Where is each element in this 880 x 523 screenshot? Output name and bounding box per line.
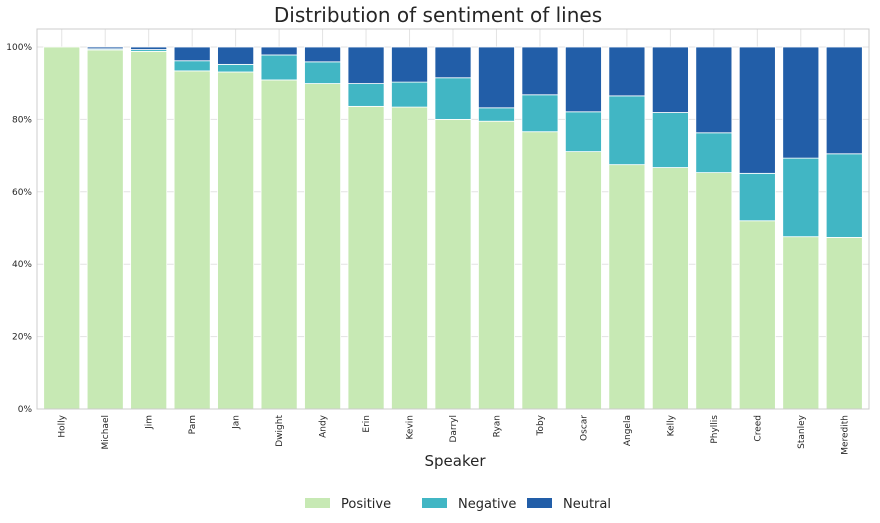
bar-positive-stanley <box>782 236 820 410</box>
legend-swatch-negative <box>422 498 447 508</box>
plot-frame <box>36 28 870 410</box>
bar-positive-andy <box>304 83 342 410</box>
x-tick-label: Jim <box>145 415 155 430</box>
bar-positive-michael <box>86 49 124 410</box>
bar-negative-creed <box>738 172 776 222</box>
x-tick-label: Creed <box>753 415 763 442</box>
x-tick-label: Jan <box>232 415 242 430</box>
y-tick-label: 60% <box>12 188 32 198</box>
y-axis-ticks: 0% 20% 40% 60% 80% 100% <box>6 43 32 415</box>
bar-negative-toby <box>521 94 559 133</box>
bar-positive-darryl <box>434 119 472 410</box>
x-tick-label: Darryl <box>449 415 459 443</box>
y-tick-label: 80% <box>12 115 32 125</box>
bar-positive-phyllis <box>695 172 733 410</box>
bar-neutral-andy <box>304 46 342 63</box>
bar-negative-erin <box>347 83 385 107</box>
bar-negative-stanley <box>782 157 820 238</box>
bar-negative-phyllis <box>695 132 733 174</box>
bar-negative-kelly <box>651 112 689 168</box>
bar-neutral-oscar <box>564 46 602 113</box>
x-tick-label: Stanley <box>797 414 807 448</box>
x-tick-label: Meredith <box>840 415 850 455</box>
x-tick-label: Erin <box>362 415 372 433</box>
bar-positive-jan <box>217 71 255 410</box>
y-tick-label: 40% <box>12 260 32 270</box>
bar-neutral-kelly <box>651 46 689 113</box>
legend-label-neutral: Neutral <box>563 497 611 512</box>
bars <box>43 46 863 410</box>
bar-negative-andy <box>304 61 342 84</box>
bar-neutral-meredith <box>825 46 863 155</box>
bar-neutral-creed <box>738 46 776 174</box>
x-axis-label: Speaker <box>424 452 486 470</box>
x-tick-label: Kevin <box>406 415 416 440</box>
legend-label-negative: Negative <box>458 497 516 512</box>
bar-positive-toby <box>521 131 559 410</box>
bar-positive-erin <box>347 105 385 410</box>
bar-negative-meredith <box>825 153 863 238</box>
bar-positive-ryan <box>478 120 515 410</box>
x-tick-label: Andy <box>319 414 329 438</box>
bar-negative-ryan <box>478 107 515 122</box>
bar-neutral-jan <box>217 46 255 65</box>
bar-neutral-michael <box>86 46 124 50</box>
x-tick-label: Phyllis <box>710 415 720 444</box>
bar-negative-oscar <box>564 111 602 153</box>
bar-positive-pam <box>173 70 211 410</box>
bar-neutral-ryan <box>478 46 515 109</box>
bar-neutral-jim <box>130 46 168 50</box>
x-axis-ticks: Holly Michael Jim Pam Jan Dwight Andy Erin Kevin… <box>58 414 851 454</box>
x-tick-label: Kelly <box>666 414 676 436</box>
bar-neutral-darryl <box>434 46 472 79</box>
bar-negative-dwight <box>260 54 298 81</box>
legend-label-positive: Positive <box>341 497 391 512</box>
legend-swatch-neutral <box>527 498 552 508</box>
bar-neutral-stanley <box>782 46 820 159</box>
legend-swatch-positive <box>305 498 330 508</box>
bar-negative-pam <box>173 60 211 72</box>
y-tick-label: 20% <box>12 333 32 343</box>
bar-neutral-kevin <box>391 46 428 83</box>
bar-negative-darryl <box>434 77 472 120</box>
bar-negative-angela <box>608 95 646 166</box>
bar-positive-oscar <box>564 151 602 410</box>
y-tick-label: 100% <box>6 43 32 53</box>
bar-neutral-phyllis <box>695 46 733 134</box>
bar-neutral-toby <box>521 46 559 96</box>
bar-positive-dwight <box>260 79 298 410</box>
x-tick-label: Michael <box>101 415 111 449</box>
bar-positive-holly <box>43 46 81 410</box>
x-tick-label: Dwight <box>275 415 285 447</box>
x-tick-label: Toby <box>536 414 546 436</box>
bar-positive-kelly <box>651 167 689 410</box>
bar-positive-meredith <box>825 237 863 410</box>
bar-positive-creed <box>738 220 776 410</box>
x-tick-label: Pam <box>188 415 198 434</box>
bar-negative-jan <box>217 63 255 73</box>
bar-negative-kevin <box>391 81 428 108</box>
x-tick-label: Angela <box>623 415 633 446</box>
x-tick-label: Oscar <box>579 415 589 441</box>
bar-neutral-dwight <box>260 46 298 56</box>
bar-positive-kevin <box>391 106 428 410</box>
bar-neutral-angela <box>608 46 646 97</box>
x-tick-label: Ryan <box>492 415 502 437</box>
bar-neutral-pam <box>173 46 211 62</box>
chart-title: Distribution of sentiment of lines <box>274 3 602 27</box>
bar-neutral-erin <box>347 46 385 84</box>
bar-positive-angela <box>608 164 646 410</box>
legend: Positive Negative Neutral <box>305 497 611 512</box>
y-tick-label: 0% <box>18 405 33 415</box>
bar-positive-jim <box>130 50 168 410</box>
x-tick-label: Holly <box>58 414 68 437</box>
